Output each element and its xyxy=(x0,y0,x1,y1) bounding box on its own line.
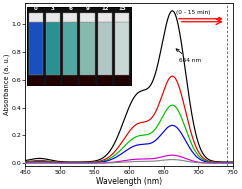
Text: (0 - 15 min): (0 - 15 min) xyxy=(176,10,211,15)
X-axis label: Wavelength (nm): Wavelength (nm) xyxy=(96,177,162,186)
Y-axis label: Absorbance (a. u.): Absorbance (a. u.) xyxy=(3,54,10,115)
Text: 664 nm: 664 nm xyxy=(176,49,202,63)
